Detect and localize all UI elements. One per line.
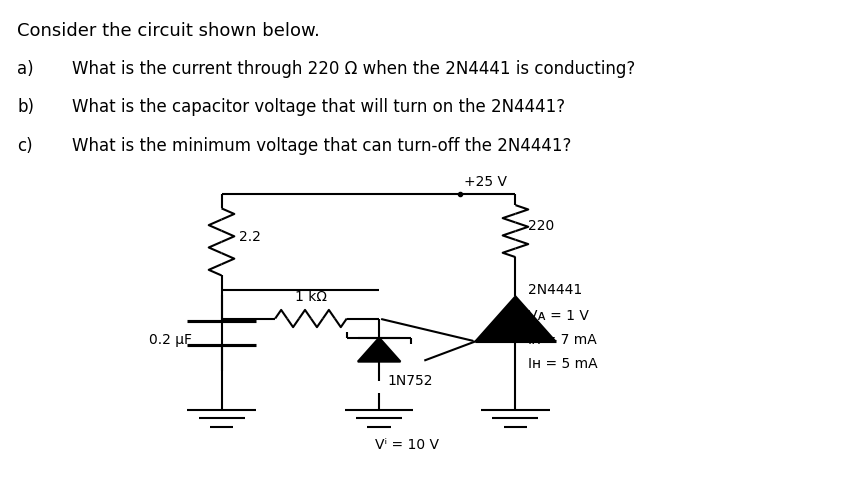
- Text: What is the current through 220 Ω when the 2N4441 is conducting?: What is the current through 220 Ω when t…: [72, 60, 636, 78]
- Text: What is the capacitor voltage that will turn on the 2N4441?: What is the capacitor voltage that will …: [72, 98, 566, 116]
- Polygon shape: [358, 338, 400, 362]
- Text: Iʜ = 5 mA: Iʜ = 5 mA: [528, 357, 598, 371]
- Text: 2.2: 2.2: [239, 230, 261, 244]
- Text: 2N4441: 2N4441: [528, 283, 583, 297]
- Text: What is the minimum voltage that can turn-off the 2N4441?: What is the minimum voltage that can tur…: [72, 137, 572, 155]
- Text: Iᴀ = 7 mA: Iᴀ = 7 mA: [528, 333, 597, 347]
- Text: a): a): [17, 60, 34, 78]
- Text: Vᴀ = 1 V: Vᴀ = 1 V: [528, 309, 589, 323]
- Text: Vⁱ = 10 V: Vⁱ = 10 V: [375, 438, 439, 452]
- Text: 1N752: 1N752: [388, 374, 433, 388]
- Polygon shape: [475, 297, 556, 342]
- Text: +25 V: +25 V: [464, 175, 507, 189]
- Text: c): c): [17, 137, 32, 155]
- Text: b): b): [17, 98, 34, 116]
- Text: 0.2 μF: 0.2 μF: [149, 333, 192, 347]
- Text: Consider the circuit shown below.: Consider the circuit shown below.: [17, 22, 320, 40]
- Text: 1 kΩ: 1 kΩ: [295, 290, 327, 304]
- Text: 220: 220: [528, 219, 555, 233]
